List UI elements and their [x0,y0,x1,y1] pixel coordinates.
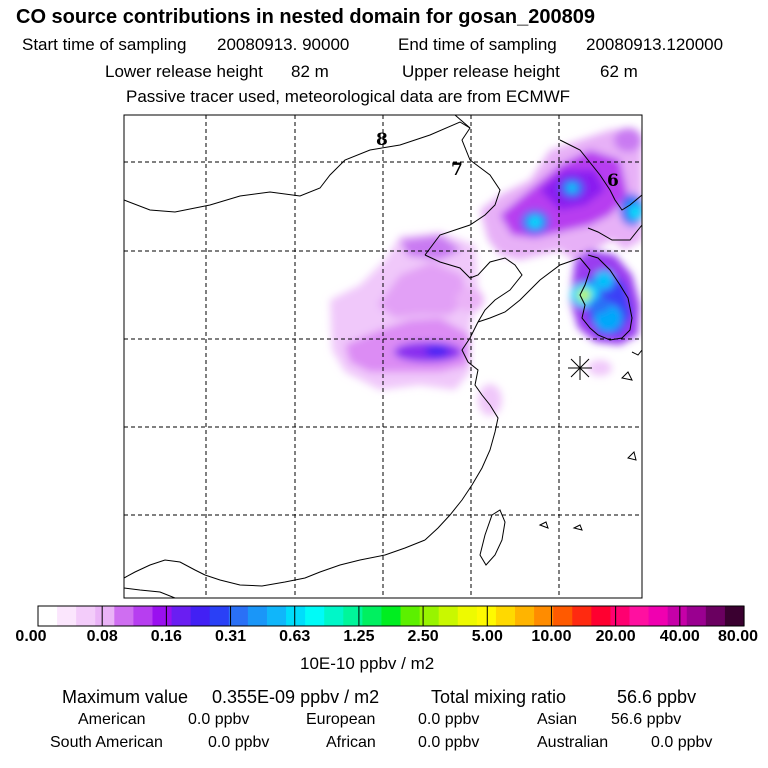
source-name-asian: Asian [537,711,578,728]
colorbar-swatch [305,606,325,626]
colorbar-swatch [495,606,516,626]
colorbar-tick-label: 80.00 [717,628,759,645]
colorbar-swatch [57,606,77,626]
total-ratio-label: Total mixing ratio [431,687,567,707]
colorbar-swatch [324,606,344,626]
colorbar-frame [37,605,745,627]
colorbar-swatch [572,606,592,626]
colorbar-tick-label: 5.00 [471,628,503,645]
colorbar-swatch [629,606,650,626]
total-ratio-value: 56.6 ppbv [617,687,697,707]
colorbar-swatch [648,606,669,626]
source-name-african: African [326,734,376,751]
colorbar-swatch [515,606,535,626]
chart-title: CO source contributions in nested domain… [16,6,596,28]
colorbar-tick-label: 0.16 [150,628,182,645]
max-value: 0.355E-09 ppbv / m2 [212,687,380,707]
colorbar-swatch [724,606,745,626]
colorbar-tick-label: 0.63 [279,628,311,645]
grid-label-6: 6 [607,171,619,191]
colorbar-tick-label: 1.25 [343,628,375,645]
colorbar-swatch [476,606,497,626]
start-time-label: Start time of sampling [22,35,187,54]
receptor-asterisk-icon [568,356,592,380]
source-value-australian: 0.0 ppbv [651,734,713,751]
colorbar-swatch [171,606,192,626]
source-name-south-american: South American [50,734,163,751]
lower-height-label: Lower release height [105,62,263,81]
source-value-european: 0.0 ppbv [418,711,480,728]
colorbar-swatch [419,606,440,626]
colorbar-tick-label: 2.50 [407,628,439,645]
colorbar-swatch [266,606,287,626]
colorbar-swatch [686,606,707,626]
colorbar-swatch [534,606,554,626]
colorbar-swatch [343,606,363,626]
colorbar-swatch [362,606,383,626]
colorbar-swatch [381,606,402,626]
colorbar-swatch [152,606,173,626]
colorbar-swatch [209,606,230,626]
colorbar-units: 10E-10 ppbv / m2 [300,654,435,673]
coastlines [124,115,642,598]
colorbar-swatch [610,606,631,626]
source-name-australian: Australian [537,734,609,751]
colorbar-swatch [133,606,154,626]
colorbar-tick-label: 40.00 [659,628,700,645]
colorbar-swatch [667,606,688,626]
colorbar-swatch [457,606,478,626]
colorbar-tick-label: 0.00 [15,628,47,645]
source-name-american: American [78,711,146,728]
source-value-asian: 56.6 ppbv [611,711,682,728]
upper-height-label: Upper release height [402,62,560,81]
map-frame [123,114,643,599]
grid-label-7: 7 [451,160,463,180]
start-time-value: 20080913. 90000 [217,35,350,54]
colorbar-swatch [190,606,211,626]
colorbar-swatch [247,606,268,626]
colorbar-swatch [400,606,421,626]
colorbar-swatch [228,606,249,626]
grid-label-8: 8 [376,130,388,150]
colorbar-swatch [38,606,58,626]
colorbar-swatch [553,606,573,626]
source-value-american: 0.0 ppbv [188,711,250,728]
colorbar-tick-label: 0.31 [214,628,247,645]
colorbar-swatch [114,606,134,626]
end-time-value: 20080913.120000 [586,35,724,54]
max-value-label: Maximum value [62,687,189,707]
colorbar-swatch [76,606,96,626]
source-value-african: 0.0 ppbv [418,734,480,751]
colorbar-swatch [286,606,306,626]
lower-height-value: 82 m [291,62,329,81]
tracer-note: Passive tracer used, meteorological data… [126,87,571,106]
end-time-label: End time of sampling [398,35,557,54]
colorbar-swatch [95,606,115,626]
colorbar-swatch [438,606,459,626]
colorbar-swatch [705,606,726,626]
colorbar [37,605,745,627]
concentration-field [330,128,642,416]
colorbar-swatch [591,606,612,626]
colorbar-tick-label: 0.08 [86,628,118,645]
lat-lon-grid [124,115,642,598]
upper-height-value: 62 m [600,62,638,81]
colorbar-tick-label: 10.00 [531,628,572,645]
source-name-european: European [306,711,376,728]
colorbar-tick-label: 20.00 [595,628,636,645]
source-value-south-american: 0.0 ppbv [208,734,270,751]
